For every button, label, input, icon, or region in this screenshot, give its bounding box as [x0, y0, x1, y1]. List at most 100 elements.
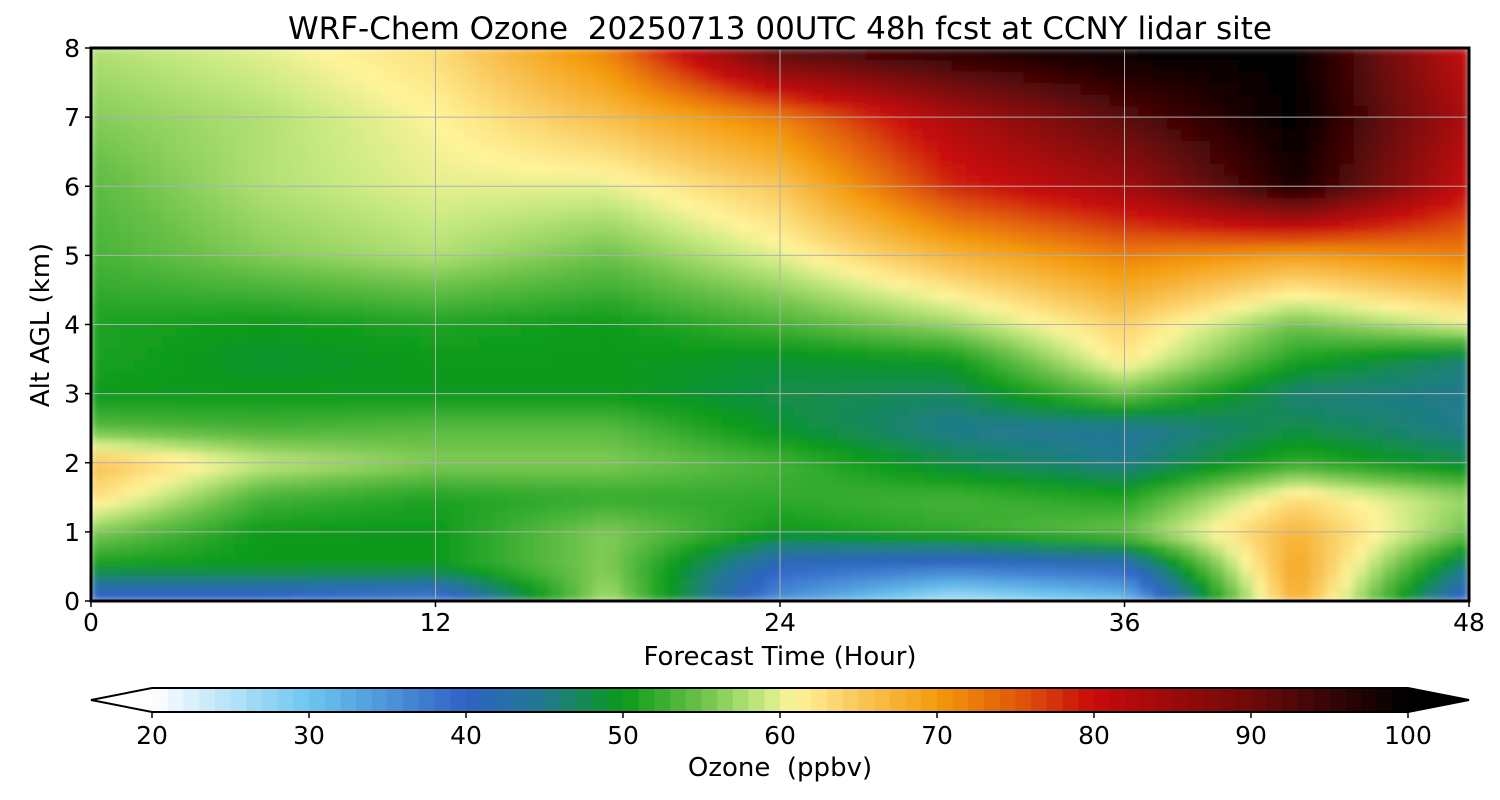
- heatmap-cell: [1152, 300, 1169, 314]
- heatmap-cell: [621, 231, 637, 245]
- heatmap-cell: [1339, 393, 1355, 406]
- heatmap-cell: [879, 300, 896, 314]
- heatmap-cell: [1425, 300, 1441, 314]
- heatmap-cell: [1396, 554, 1413, 567]
- heatmap-cell: [1238, 231, 1255, 245]
- heatmap-cell: [291, 220, 307, 233]
- heatmap-cell: [104, 450, 121, 464]
- heatmap-cell: [205, 519, 221, 533]
- heatmap-cell: [1368, 473, 1384, 487]
- heatmap-cell: [894, 335, 910, 349]
- heatmap-cell: [305, 473, 322, 487]
- heatmap-cell: [1224, 381, 1240, 395]
- heatmap-cell: [1009, 393, 1025, 406]
- heatmap-cell: [1109, 381, 1125, 395]
- heatmap-cell: [607, 485, 623, 498]
- heatmap-cell: [607, 416, 623, 429]
- heatmap-cell: [908, 82, 925, 95]
- heatmap-cell: [391, 300, 408, 314]
- heatmap-cell: [1052, 381, 1068, 395]
- heatmap-cell: [980, 427, 996, 441]
- heatmap-cell: [1267, 59, 1283, 72]
- heatmap-cell: [1152, 335, 1169, 349]
- heatmap-cell: [1224, 243, 1240, 256]
- heatmap-cell: [133, 324, 149, 337]
- heatmap-cell: [406, 162, 422, 176]
- heatmap-cell: [1167, 450, 1183, 464]
- heatmap-cell: [463, 554, 480, 567]
- heatmap-cell: [391, 197, 408, 210]
- heatmap-cell: [521, 450, 537, 464]
- heatmap-cell: [1109, 496, 1125, 510]
- heatmap-cell: [1339, 347, 1355, 360]
- heatmap-cell: [578, 439, 594, 452]
- heatmap-cell: [391, 185, 408, 199]
- colorbar-segment: [1172, 688, 1189, 712]
- heatmap-cell: [162, 439, 178, 452]
- heatmap-cell: [1396, 473, 1413, 487]
- heatmap-cell: [133, 439, 149, 452]
- colorbar-segment: [309, 688, 326, 712]
- heatmap-cell: [1023, 48, 1039, 61]
- heatmap-cell: [1052, 231, 1068, 245]
- heatmap-cell: [951, 116, 968, 130]
- heatmap-cell: [736, 462, 752, 475]
- heatmap-cell: [205, 335, 221, 349]
- heatmap-cell: [104, 220, 121, 233]
- heatmap-cell: [1152, 542, 1169, 556]
- heatmap-cell: [1281, 324, 1298, 337]
- heatmap-cell: [664, 542, 681, 556]
- heatmap-cell: [722, 128, 738, 141]
- heatmap-cell: [1080, 116, 1097, 130]
- heatmap-cell: [564, 289, 580, 302]
- heatmap-cell: [1009, 312, 1025, 325]
- heatmap-cell: [1080, 531, 1097, 544]
- heatmap-cell: [334, 416, 350, 429]
- colorbar-segment: [780, 688, 797, 712]
- heatmap-cell: [1167, 508, 1183, 521]
- heatmap-cell: [664, 220, 681, 233]
- heatmap-cell: [592, 48, 609, 61]
- heatmap-cell: [879, 450, 896, 464]
- heatmap-cell: [664, 70, 681, 84]
- heatmap-cell: [650, 588, 666, 601]
- heatmap-cell: [1095, 554, 1111, 567]
- heatmap-cell: [1195, 254, 1212, 268]
- heatmap-cell: [736, 185, 752, 199]
- heatmap-cell: [564, 565, 580, 579]
- heatmap-cell: [1396, 347, 1413, 360]
- heatmap-cell: [1296, 358, 1312, 372]
- heatmap-cell: [190, 324, 207, 337]
- heatmap-cell: [865, 462, 881, 475]
- heatmap-cell: [104, 243, 121, 256]
- heatmap-cell: [492, 462, 508, 475]
- heatmap-cell: [291, 70, 307, 84]
- heatmap-cell: [119, 185, 135, 199]
- heatmap-cell: [1238, 542, 1255, 556]
- heatmap-cell: [808, 427, 824, 441]
- heatmap-cell: [808, 174, 824, 187]
- heatmap-cell: [1095, 324, 1111, 337]
- heatmap-cell: [549, 485, 566, 498]
- heatmap-cell: [463, 508, 480, 521]
- heatmap-cell: [1396, 300, 1413, 314]
- heatmap-cell: [693, 128, 709, 141]
- heatmap-cell: [578, 565, 594, 579]
- heatmap-cell: [1382, 208, 1398, 222]
- heatmap-cell: [1023, 508, 1039, 521]
- heatmap-cell: [621, 324, 637, 337]
- heatmap-cell: [506, 393, 523, 406]
- heatmap-cell: [707, 347, 724, 360]
- heatmap-cell: [779, 300, 795, 314]
- heatmap-cell: [1411, 462, 1427, 475]
- heatmap-cell: [736, 542, 752, 556]
- heatmap-cell: [119, 381, 135, 395]
- heatmap-cell: [363, 565, 379, 579]
- heatmap-cell: [449, 174, 465, 187]
- heatmap-cell: [650, 393, 666, 406]
- heatmap-cell: [1066, 116, 1082, 130]
- heatmap-cell: [1411, 93, 1427, 107]
- heatmap-cell: [147, 254, 164, 268]
- heatmap-cell: [966, 59, 982, 72]
- heatmap-cell: [449, 162, 465, 176]
